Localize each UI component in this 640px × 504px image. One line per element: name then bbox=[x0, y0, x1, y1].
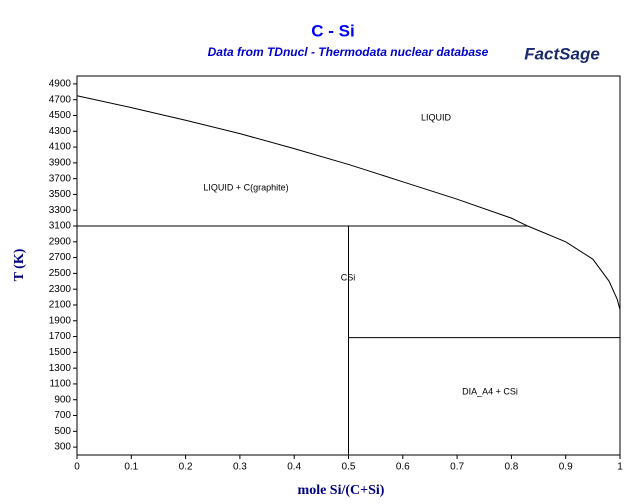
phase-boundary bbox=[76, 95, 621, 310]
x-tick-label: 0.8 bbox=[504, 462, 518, 473]
y-tick-label: 4900 bbox=[49, 79, 72, 90]
y-tick-label: 700 bbox=[54, 410, 71, 421]
y-tick-label: 2900 bbox=[49, 236, 72, 247]
y-axis-label: T (K) bbox=[12, 248, 27, 281]
y-tick-label: 3500 bbox=[49, 189, 72, 200]
x-tick-label: 0.5 bbox=[342, 462, 356, 473]
y-tick-label: 4700 bbox=[49, 94, 72, 105]
y-tick-label: 3900 bbox=[49, 157, 72, 168]
x-axis-label: mole Si/(C+Si) bbox=[298, 483, 385, 498]
y-tick-label: 4100 bbox=[49, 142, 72, 153]
y-tick-label: 2300 bbox=[49, 284, 72, 295]
y-tick-label: 1900 bbox=[49, 315, 72, 326]
y-tick-label: 3300 bbox=[49, 205, 72, 216]
y-tick-label: 4500 bbox=[49, 110, 72, 121]
y-tick-label: 2700 bbox=[49, 252, 72, 263]
y-tick-label: 2100 bbox=[49, 300, 72, 311]
x-tick-label: 0 bbox=[74, 462, 80, 473]
y-tick-label: 1100 bbox=[49, 379, 71, 390]
logo: FactSage bbox=[524, 44, 600, 63]
y-tick-label: 3100 bbox=[49, 221, 72, 232]
annotation: DIA_A4 + CSi bbox=[462, 386, 518, 396]
y-tick-label: 2500 bbox=[49, 268, 72, 279]
annotation: LIQUID bbox=[421, 112, 452, 122]
y-tick-label: 300 bbox=[54, 442, 71, 453]
y-tick-label: 1500 bbox=[49, 347, 72, 358]
x-tick-label: 0.2 bbox=[179, 462, 193, 473]
y-tick-label: 1700 bbox=[49, 331, 72, 342]
chart-title: C - Si bbox=[311, 21, 354, 40]
x-tick-label: 0.4 bbox=[287, 462, 301, 473]
y-tick-label: 500 bbox=[54, 426, 71, 437]
x-tick-label: 0.6 bbox=[396, 462, 410, 473]
y-tick-label: 1300 bbox=[49, 363, 72, 374]
x-tick-label: 0.3 bbox=[233, 462, 247, 473]
chart-subtitle: Data from TDnucl - Thermodata nuclear da… bbox=[208, 45, 489, 59]
x-tick-label: 0.7 bbox=[450, 462, 464, 473]
y-tick-label: 4300 bbox=[49, 126, 72, 137]
y-tick-label: 3700 bbox=[49, 173, 72, 184]
x-tick-label: 0.1 bbox=[124, 462, 138, 473]
x-tick-label: 0.9 bbox=[559, 462, 573, 473]
x-tick-label: 1 bbox=[617, 462, 623, 473]
y-tick-label: 900 bbox=[54, 394, 71, 405]
annotation: LIQUID + C(graphite) bbox=[203, 182, 288, 192]
